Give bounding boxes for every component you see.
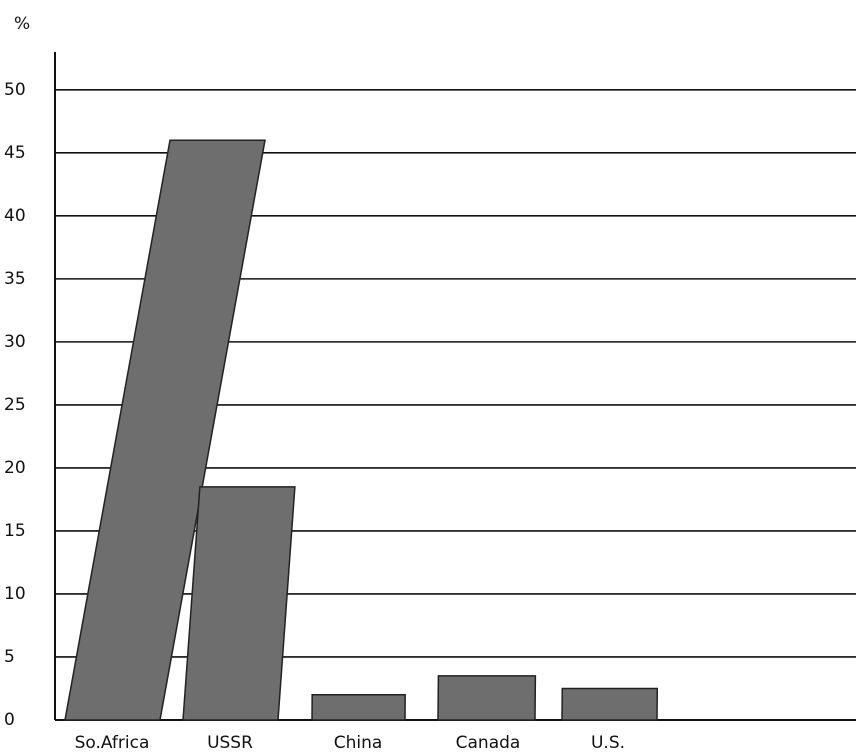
y-tick-label: 5	[4, 647, 15, 667]
bar	[311, 694, 406, 721]
y-tick-label: 30	[4, 332, 26, 352]
y-tick-label: 40	[4, 206, 26, 226]
y-tick-label: 20	[4, 458, 26, 478]
y-tick-label: 45	[4, 143, 26, 163]
x-tick-label: So.Africa	[75, 733, 150, 753]
x-tick-label: USSR	[207, 733, 253, 753]
y-axis-label: %	[14, 14, 30, 34]
y-tick-label: 10	[4, 584, 26, 604]
bar	[437, 675, 537, 721]
bar	[561, 687, 659, 721]
y-tick-label: 15	[4, 521, 26, 541]
y-tick-label: 25	[4, 395, 26, 415]
x-tick-label: China	[334, 733, 383, 753]
x-tick-label: U.S.	[591, 733, 625, 753]
x-tick-label: Canada	[456, 733, 521, 753]
y-tick-label: 50	[4, 80, 26, 100]
bar	[182, 486, 296, 721]
y-tick-label: 0	[4, 710, 15, 730]
bar	[64, 139, 266, 721]
y-tick-label: 35	[4, 269, 26, 289]
